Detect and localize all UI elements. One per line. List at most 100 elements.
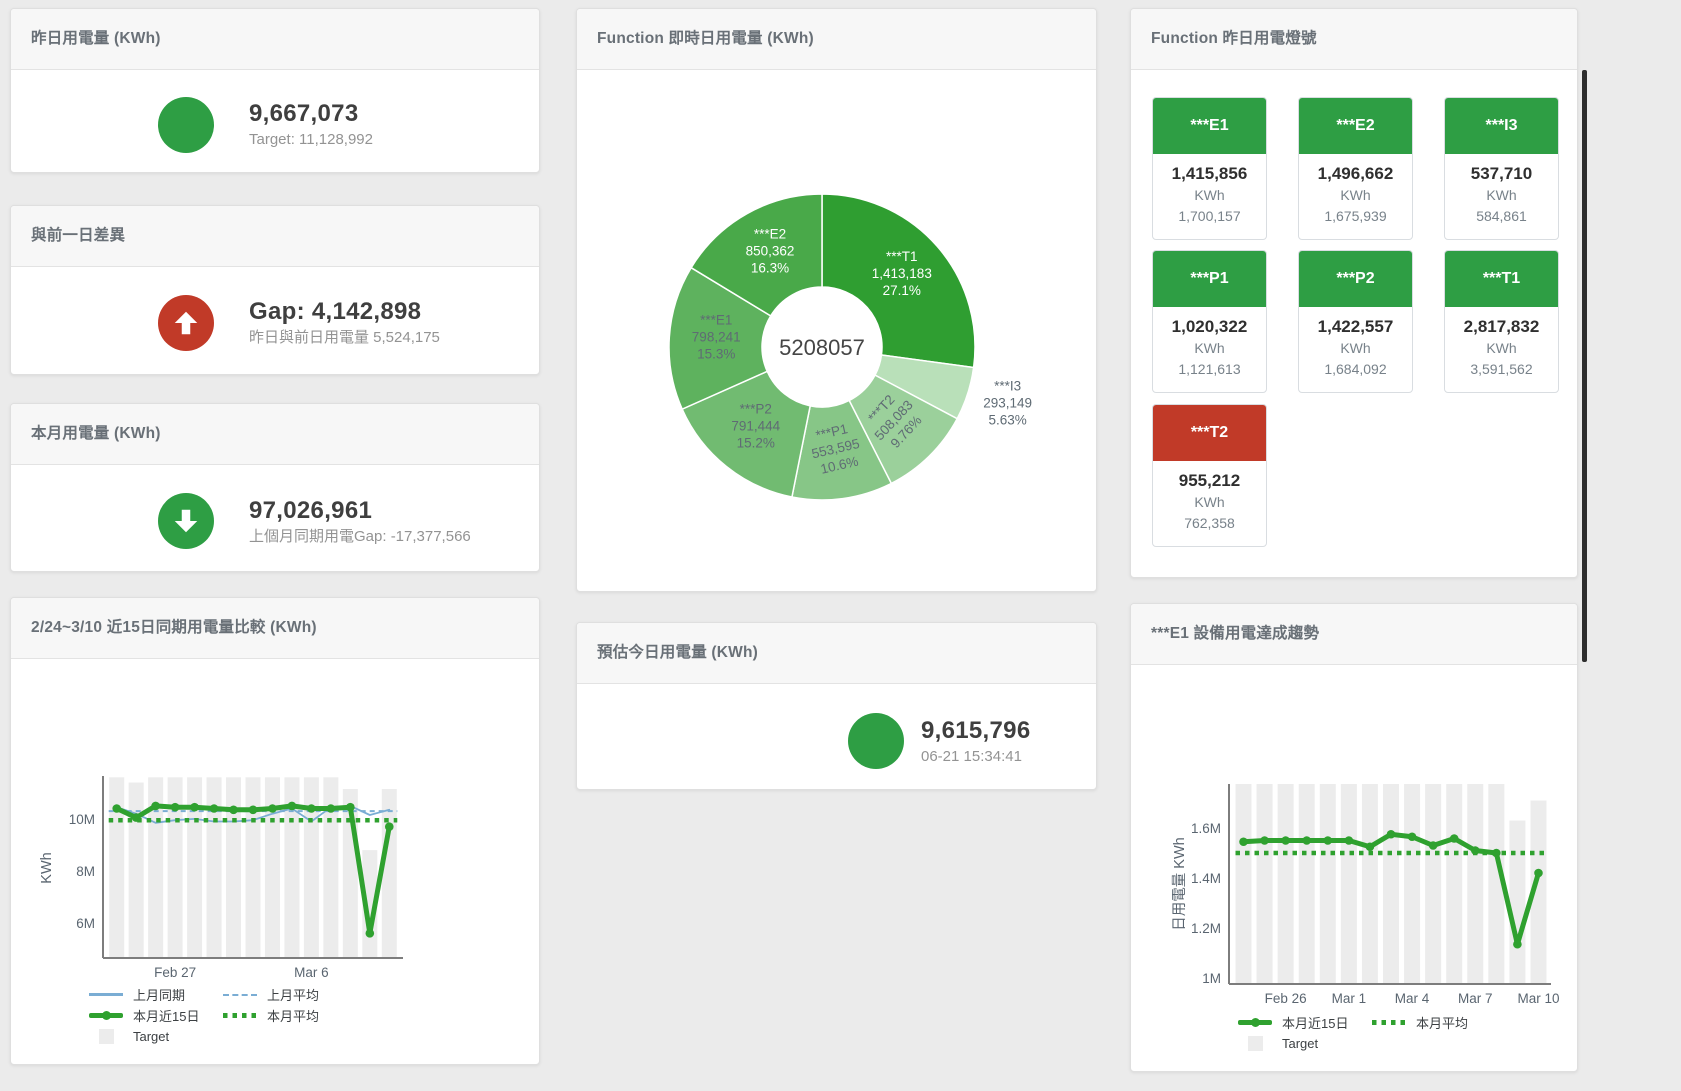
vertical-scrollbar[interactable]: [1582, 70, 1587, 662]
tile-value: 537,710: [1470, 164, 1533, 183]
svg-text:1.4M: 1.4M: [1191, 871, 1221, 886]
legend-item-last-month-avg[interactable]: 上月平均: [223, 985, 357, 1004]
card-realtime-pie-title: Function 即時日用電量 (KWh): [577, 9, 1096, 70]
tile-value: 2,817,832: [1463, 317, 1540, 336]
tile-unit: KWh: [1194, 187, 1225, 203]
svg-text:Feb 26: Feb 26: [1265, 991, 1307, 1006]
gap-subtitle: 昨日與前日用電量 5,524,175: [249, 329, 440, 346]
gray-square-swatch-icon: [1248, 1036, 1263, 1051]
legend-item-target[interactable]: Target: [89, 1029, 223, 1044]
legend-item-target[interactable]: Target: [1238, 1036, 1372, 1051]
today-estimate-timestamp: 06-21 15:34:41: [921, 748, 1022, 765]
legend-item-this-month-avg[interactable]: 本月平均: [223, 1006, 357, 1025]
green-line-swatch-icon: [89, 1011, 123, 1020]
kpi-block: 97,026,961 上個月同期用電Gap: -17,377,566: [249, 497, 471, 546]
svg-text:6M: 6M: [76, 916, 95, 931]
svg-text:10M: 10M: [69, 812, 95, 827]
legend-item-this-month[interactable]: 本月近15日: [89, 1006, 223, 1025]
compare15-legend: 上月同期 上月平均 本月近15日 本月平均 Target: [89, 984, 357, 1047]
card-today-estimate-title: 預估今日用電量 (KWh): [577, 623, 1096, 684]
svg-text:Mar 10: Mar 10: [1517, 991, 1559, 1006]
tile-value: 1,415,856: [1171, 164, 1248, 183]
compare15-chart[interactable]: 6M 8M 10M Feb 27 Mar 6 KWh: [11, 598, 541, 1066]
legend-item-this-month[interactable]: 本月近15日: [1238, 1013, 1372, 1032]
card-month-usage: 本月用電量 (KWh) 97,026,961 上個月同期用電Gap: -17,3…: [10, 403, 540, 572]
month-usage-value: 97,026,961: [249, 497, 373, 524]
e1-trend-legend: 本月近15日 本月平均 Target: [1238, 1012, 1506, 1054]
card-gap-title: 與前一日差異: [11, 206, 539, 267]
yesterday-usage-target: Target: 11,128,992: [249, 131, 373, 148]
kpi-block: Gap: 4,142,898 昨日與前日用電量 5,524,175: [249, 298, 440, 347]
tile-target: 1,675,939: [1324, 208, 1387, 224]
today-estimate-value: 9,615,796: [921, 717, 1031, 744]
tile-value: 1,496,662: [1317, 164, 1394, 183]
light-tile-p1[interactable]: ***P1 1,020,322 KWh 1,121,613: [1152, 250, 1267, 393]
tile-header: ***T1: [1445, 251, 1558, 307]
status-circle-icon: [158, 97, 214, 153]
light-tile-p2[interactable]: ***P2 1,422,557 KWh 1,684,092: [1298, 250, 1413, 393]
status-circle-icon: [848, 713, 904, 769]
svg-text:Feb 27: Feb 27: [154, 965, 196, 980]
tile-target: 1,121,613: [1178, 361, 1241, 377]
tile-unit: KWh: [1194, 340, 1225, 356]
tile-unit: KWh: [1340, 340, 1371, 356]
legend-item-this-month-avg[interactable]: 本月平均: [1372, 1013, 1506, 1032]
green-dots-swatch-icon: [1372, 1020, 1406, 1025]
blue-line-swatch-icon: [89, 993, 123, 996]
card-e1-trend: ***E1 設備用電達成趨勢 1M 1.2M 1.4M 1.6M Feb 26 Mar 1…: [1130, 603, 1578, 1072]
svg-text:5208057: 5208057: [779, 335, 865, 360]
svg-text:KWh: KWh: [39, 852, 55, 883]
tile-target: 1,700,157: [1178, 208, 1241, 224]
tile-target: 1,684,092: [1324, 361, 1387, 377]
card-e1-trend-title: ***E1 設備用電達成趨勢: [1131, 604, 1577, 665]
card-lights-board: Function 昨日用電燈號 ***E1 1,415,856 KWh 1,700,…: [1130, 8, 1578, 578]
light-tile-i3[interactable]: ***I3 537,710 KWh 584,861: [1444, 97, 1559, 240]
card-realtime-pie: Function 即時日用電量 (KWh) ***T1 1,413,183 27.1…: [576, 8, 1097, 592]
blue-dash-swatch-icon: [223, 993, 257, 996]
svg-text:1M: 1M: [1202, 971, 1221, 986]
kpi-block: 9,667,073 Target: 11,128,992: [249, 100, 373, 149]
month-usage-gap: 上個月同期用電Gap: -17,377,566: [249, 528, 471, 545]
realtime-donut-chart[interactable]: ***T1 1,413,183 27.1%***I3 293,149 5.63%***T…: [577, 9, 1098, 593]
light-tile-e2[interactable]: ***E2 1,496,662 KWh 1,675,939: [1298, 97, 1413, 240]
tile-value: 1,422,557: [1317, 317, 1394, 336]
card-month-title: 本月用電量 (KWh): [11, 404, 539, 465]
light-tile-t1[interactable]: ***T1 2,817,832 KWh 3,591,562: [1444, 250, 1559, 393]
green-line-swatch-icon: [1238, 1018, 1272, 1027]
tile-unit: KWh: [1486, 340, 1517, 356]
tile-header: ***I3: [1445, 98, 1558, 154]
card-compare15-title: 2/24~3/10 近15日同期用電量比較 (KWh): [11, 598, 539, 659]
card-compare15: 2/24~3/10 近15日同期用電量比較 (KWh) 6M 8M 10M Feb 2…: [10, 597, 540, 1065]
card-yesterday-title: 昨日用電量 (KWh): [11, 9, 539, 70]
arrow-up-circle-icon: [158, 295, 214, 351]
tile-target: 762,358: [1184, 515, 1235, 531]
svg-text:Mar 6: Mar 6: [294, 965, 329, 980]
tile-target: 3,591,562: [1470, 361, 1533, 377]
svg-text:Mar 1: Mar 1: [1332, 991, 1367, 1006]
e1-trend-chart[interactable]: 1M 1.2M 1.4M 1.6M Feb 26 Mar 1 Mar 4 Mar 7 Mar 1…: [1131, 604, 1579, 1073]
tile-target: 584,861: [1476, 208, 1527, 224]
svg-text:1.2M: 1.2M: [1191, 921, 1221, 936]
svg-text:Mar 7: Mar 7: [1458, 991, 1493, 1006]
gap-value: Gap: 4,142,898: [249, 298, 422, 325]
light-tile-t2[interactable]: ***T2 955,212 KWh 762,358: [1152, 404, 1267, 547]
tile-value: 1,020,322: [1171, 317, 1248, 336]
legend-item-last-month[interactable]: 上月同期: [89, 985, 223, 1004]
tile-value: 955,212: [1178, 471, 1241, 490]
card-gap-prev-day: 與前一日差異 Gap: 4,142,898 昨日與前日用電量 5,524,175: [10, 205, 540, 375]
svg-text:***P1553,59510.6%: ***P1553,59510.6%: [806, 419, 865, 478]
tile-header: ***P2: [1299, 251, 1412, 307]
tile-unit: KWh: [1340, 187, 1371, 203]
arrow-down-circle-icon: [158, 493, 214, 549]
svg-text:日用電量 KWh: 日用電量 KWh: [1172, 837, 1188, 930]
card-today-estimate: 預估今日用電量 (KWh) 9,615,796 06-21 15:34:41: [576, 622, 1097, 790]
tile-header: ***E1: [1153, 98, 1266, 154]
tile-header: ***P1: [1153, 251, 1266, 307]
yesterday-usage-value: 9,667,073: [249, 100, 359, 127]
light-tile-e1[interactable]: ***E1 1,415,856 KWh 1,700,157: [1152, 97, 1267, 240]
